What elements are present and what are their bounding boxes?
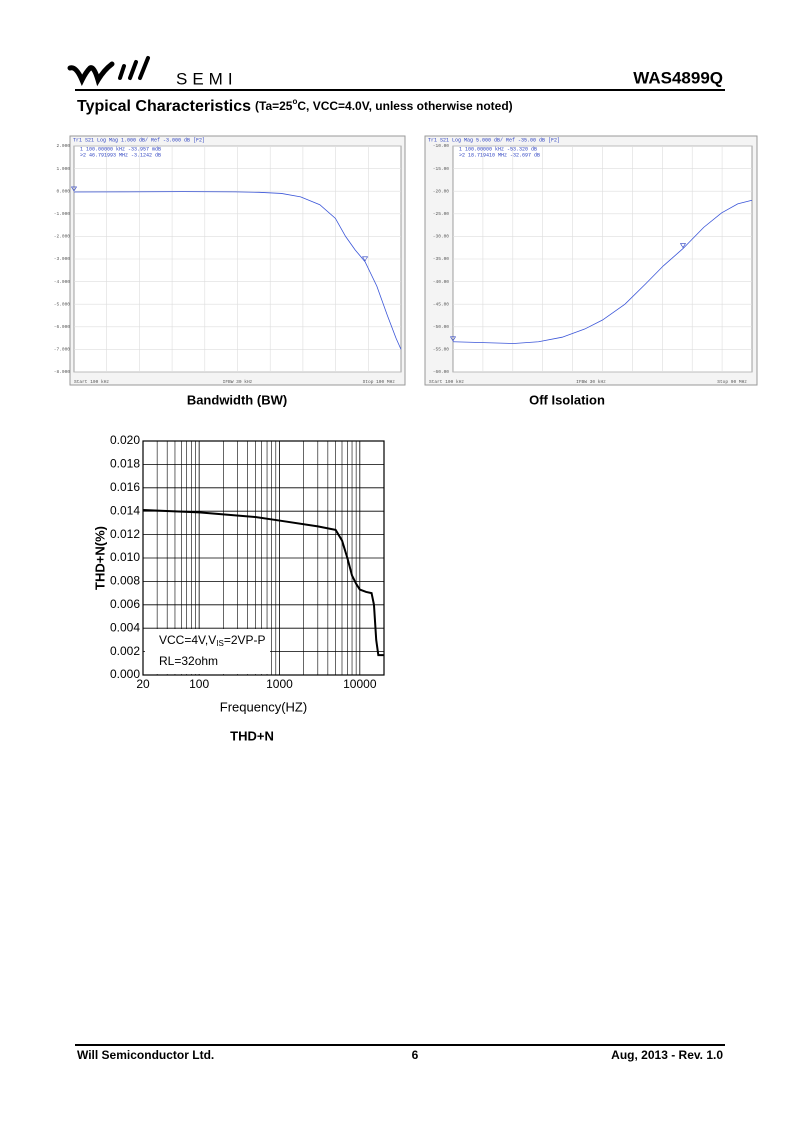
data-line [142,509,384,657]
y-tick-label: -25.00 [433,211,450,217]
chart-caption: Bandwidth (BW) [187,392,287,407]
superscript: o [292,97,297,106]
x-tick-label: 1000 [266,677,293,691]
section-title: Typical Characteristics (Ta=25oC, VCC=4.0… [77,97,513,115]
y-tick-label: -55.00 [433,347,450,353]
marker [449,336,457,342]
annotation-box [145,629,270,674]
annotation-subscript: IS [216,639,224,648]
y-tick-label: -2.000 [54,234,71,240]
chart-caption: Off Isolation [529,392,605,407]
marker-readout: 1 100.00000 kHz -33.957 mdB [80,146,161,152]
y-tick-label: 0.000 [56,188,70,194]
y-tick-label: 0.016 [110,480,140,494]
y-tick-label: -30.00 [433,234,450,240]
y-axis-title: THD+N(%) [92,526,107,590]
plot-border [142,440,385,676]
x-tick-label: 20 [136,677,150,691]
instrument-footer: Start 100 kHz [429,379,464,385]
marker-readout: 1 100.00000 kHz -53.320 dB [459,146,537,152]
y-tick-label: -10.00 [433,143,450,149]
annotation-part: VCC=4V,V [159,633,216,647]
instrument-footer: Start 100 kHz [74,379,109,385]
y-tick-label: 0.004 [110,620,140,634]
x-tick-label: 100 [189,677,209,691]
y-tick-label: -45.00 [433,301,450,307]
marker [679,243,687,249]
chart-caption: THD+N [230,728,274,743]
y-tick-label: 0.018 [110,457,140,471]
y-tick-label: 0.010 [110,550,140,564]
page-number: 6 [412,1048,419,1062]
marker-readout: >2 18.719410 MHz -32.697 dB [459,152,540,158]
y-tick-label: -50.00 [433,324,450,330]
y-tick-label: -1.000 [54,211,71,217]
y-tick-label: 0.012 [110,527,140,541]
y-tick-label: -6.000 [54,324,71,330]
data-line [73,191,402,350]
y-tick-label: -35.00 [433,256,450,262]
y-tick-label: 2.000 [56,143,70,149]
y-tick-label: 1.000 [56,166,70,172]
y-tick-label: -40.00 [433,279,450,285]
y-tick-label: -7.000 [54,347,71,353]
brand: SEMI [176,69,238,88]
data-line [452,199,753,344]
revision: Aug, 2013 - Rev. 1.0 [611,1048,723,1062]
conditions: (Ta=25 [255,99,293,113]
instrument-footer: Stop 100 MHz [363,379,396,385]
y-tick-label: 0.002 [110,644,140,658]
annotation: VCC=4V,VIS=2VP-P [159,633,266,648]
y-tick-label: -4.000 [54,279,71,285]
conditions: C, VCC=4.0V, unless otherwise noted) [297,99,512,113]
y-tick-label: -15.00 [433,166,450,172]
y-tick-label: 0.014 [110,503,140,517]
x-tick-label: 10000 [343,677,377,691]
marker [70,186,78,192]
y-tick-label: -60.00 [433,369,450,375]
annotation: RL=32ohm [159,654,218,668]
y-tick-label: 0.000 [110,667,140,681]
y-tick-label: 0.020 [110,433,140,447]
annotation-part: =2VP-P [224,633,266,647]
instrument-footer: Stop 90 MHz [717,379,747,385]
instrument-footer: IFBW 30 kHz [576,379,606,385]
title: Typical Characteristics [77,98,251,115]
trace-header: Tr1 S21 Log Mag 5.000 dB/ Ref -35.00 dB … [428,137,560,143]
y-tick-label: 0.008 [110,574,140,588]
y-tick-label: 0.006 [110,597,140,611]
y-tick-label: -20.00 [433,188,450,194]
part-number: WAS4899Q [633,68,723,87]
marker-readout: >2 46.791993 MHz -3.1242 dB [80,152,161,158]
instrument-footer: IFBW 30 kHz [223,379,253,385]
company: Will Semiconductor Ltd. [77,1048,214,1062]
y-tick-label: -5.000 [54,301,71,307]
y-tick-label: -8.000 [54,369,71,375]
x-axis-title: Frequency(HZ) [220,699,307,714]
trace-header: Tr1 S21 Log Mag 1.000 dB/ Ref -3.000 dB … [73,137,205,143]
logo [67,56,150,87]
y-tick-label: -3.000 [54,256,71,262]
